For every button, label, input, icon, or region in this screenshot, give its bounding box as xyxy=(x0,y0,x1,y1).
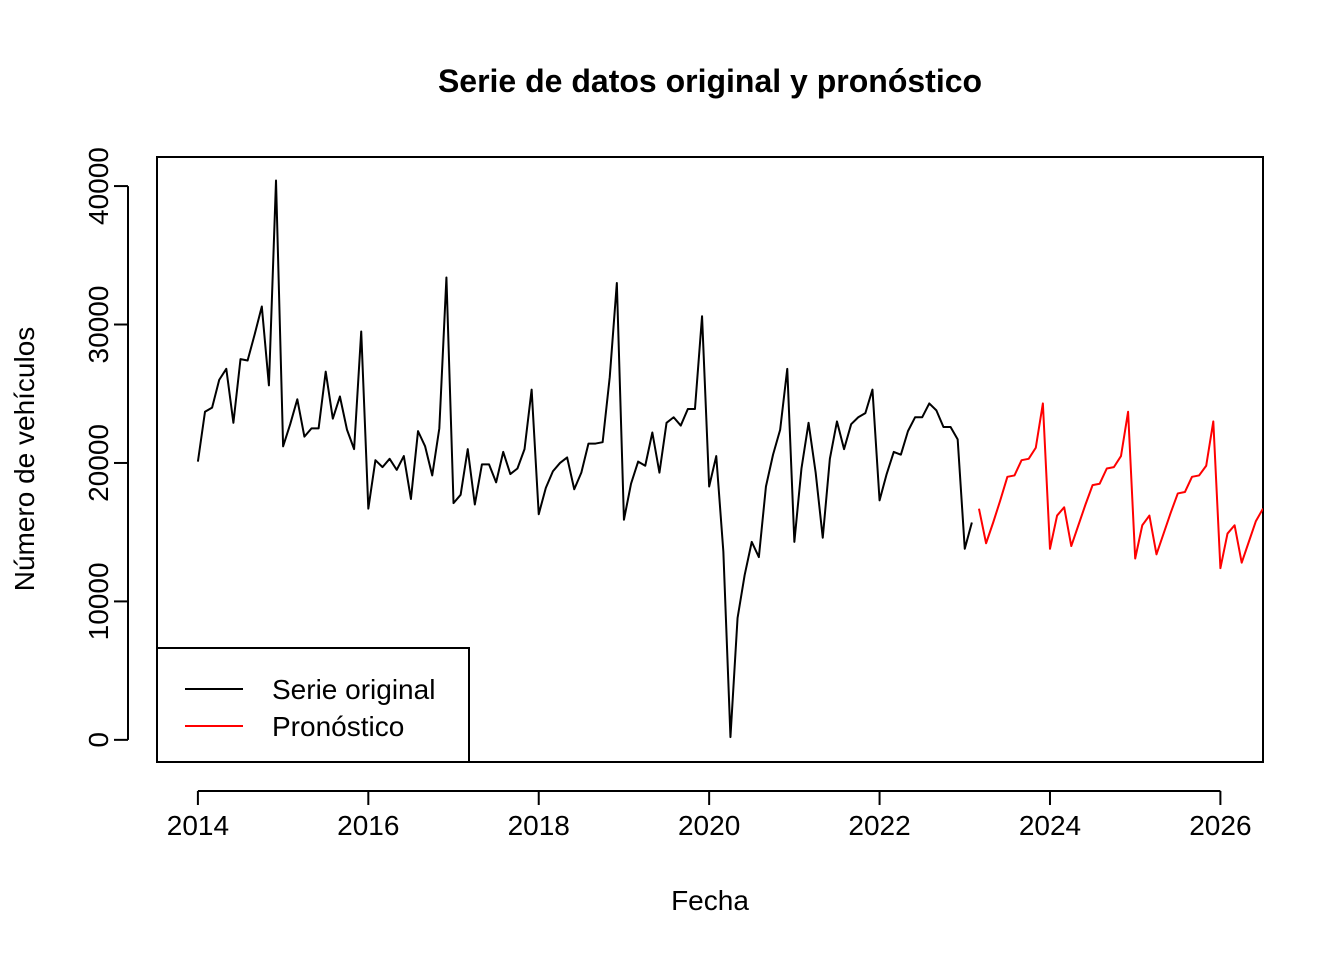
x-tick-label: 2018 xyxy=(508,810,570,841)
legend-label-original: Serie original xyxy=(272,674,435,705)
x-tick-label: 2026 xyxy=(1189,810,1251,841)
y-axis-title: Número de vehículos xyxy=(9,327,40,592)
x-tick-label: 2014 xyxy=(167,810,229,841)
y-tick-label: 20000 xyxy=(83,424,114,502)
x-tick-label: 2024 xyxy=(1019,810,1081,841)
legend-label-forecast: Pronóstico xyxy=(272,711,404,742)
x-axis: 2014 2016 2018 2020 2022 2024 2026 xyxy=(167,790,1252,841)
series-line-forecast xyxy=(978,402,1263,570)
x-axis-title: Fecha xyxy=(671,885,749,916)
y-axis: 0 10000 20000 30000 40000 xyxy=(83,147,129,748)
legend: Serie original Pronóstico xyxy=(156,647,470,763)
legend-box xyxy=(156,647,470,763)
plot-frame xyxy=(156,156,1264,763)
y-tick-label: 10000 xyxy=(83,562,114,640)
x-tick-label: 2020 xyxy=(678,810,740,841)
y-tick-label: 30000 xyxy=(83,286,114,364)
chart-title: Serie de datos original y pronóstico xyxy=(438,63,982,99)
y-tick-label: 40000 xyxy=(83,147,114,225)
x-tick-label: 2022 xyxy=(848,810,910,841)
series-line-original xyxy=(196,179,973,739)
series-group xyxy=(196,179,1263,739)
y-tick-label: 0 xyxy=(83,732,114,748)
x-tick-label: 2016 xyxy=(337,810,399,841)
